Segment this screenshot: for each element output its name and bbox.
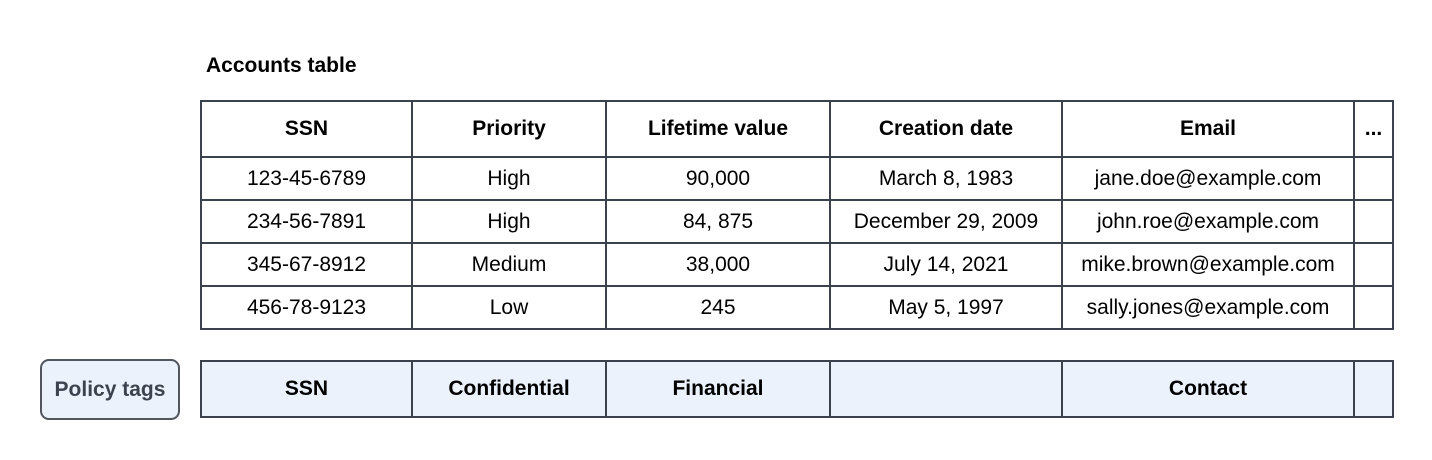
header-cell-more-columns: ... [1353,100,1394,158]
cell-more [1353,242,1394,287]
cell-creation-date: July 14, 2021 [829,242,1063,287]
cell-more [1353,285,1394,330]
account-row: 234-56-7891 High 84, 875 December 29, 20… [200,199,1394,244]
accounts-table: SSN Priority Lifetime value Creation dat… [200,100,1394,330]
policy-tag-cell-ssn: SSN [200,360,413,418]
cell-creation-date: March 8, 1983 [829,156,1063,201]
account-row: 456-78-9123 Low 245 May 5, 1997 sally.jo… [200,285,1394,330]
policy-tag-cell-confidential: Confidential [411,360,607,418]
header-cell-lifetime-value: Lifetime value [605,100,831,158]
policy-tags-chip[interactable]: Policy tags [40,359,180,420]
cell-more [1353,156,1394,201]
policy-tags-chip-label: Policy tags [54,377,166,401]
cell-creation-date: May 5, 1997 [829,285,1063,330]
cell-more [1353,199,1394,244]
cell-creation-date: December 29, 2009 [829,199,1063,244]
header-cell-priority: Priority [411,100,607,158]
account-row: 123-45-6789 High 90,000 March 8, 1983 ja… [200,156,1394,201]
cell-priority: High [411,156,607,201]
cell-lifetime-value: 90,000 [605,156,831,201]
cell-lifetime-value: 84, 875 [605,199,831,244]
policy-tag-cell-empty [829,360,1063,418]
account-row: 345-67-8912 Medium 38,000 July 14, 2021 … [200,242,1394,287]
policy-tag-cell-empty-more [1353,360,1394,418]
cell-email: john.roe@example.com [1061,199,1355,244]
cell-ssn: 234-56-7891 [200,199,413,244]
header-cell-creation-date: Creation date [829,100,1063,158]
cell-ssn: 345-67-8912 [200,242,413,287]
policy-tag-cell-contact: Contact [1061,360,1355,418]
accounts-header-row: SSN Priority Lifetime value Creation dat… [200,100,1394,158]
cell-email: sally.jones@example.com [1061,285,1355,330]
policy-tag-cells: SSN Confidential Financial Contact [200,360,1394,418]
cell-priority: Medium [411,242,607,287]
header-cell-ssn: SSN [200,100,413,158]
cell-email: mike.brown@example.com [1061,242,1355,287]
policy-tag-cell-financial: Financial [605,360,831,418]
cell-priority: High [411,199,607,244]
accounts-table-title: Accounts table [206,54,357,77]
cell-email: jane.doe@example.com [1061,156,1355,201]
cell-ssn: 456-78-9123 [200,285,413,330]
header-cell-email: Email [1061,100,1355,158]
policy-tags-row: SSN Confidential Financial Contact [200,360,1394,418]
cell-ssn: 123-45-6789 [200,156,413,201]
cell-lifetime-value: 38,000 [605,242,831,287]
cell-lifetime-value: 245 [605,285,831,330]
cell-priority: Low [411,285,607,330]
